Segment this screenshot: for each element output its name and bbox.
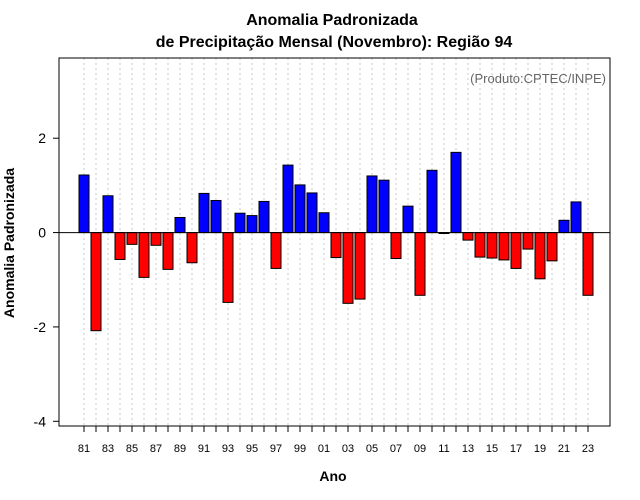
x-tick-label: 05 [366, 443, 378, 455]
credit-text: (Produto:CPTEC/INPE) [470, 71, 606, 86]
bar-18 [522, 232, 534, 250]
x-tick-label: 01 [318, 443, 330, 455]
bar-21 [558, 219, 570, 234]
x-tick-label: 15 [486, 443, 498, 455]
bar-14 [474, 232, 486, 258]
y-axis: -4 -2 0 2 [34, 130, 59, 429]
bar-15 [486, 232, 498, 259]
bar-19 [534, 232, 546, 280]
bar-05 [366, 175, 378, 234]
x-tick-label: 93 [222, 443, 234, 455]
bar-16 [498, 232, 510, 261]
bar-95 [246, 215, 258, 234]
bar-97 [270, 232, 282, 269]
grid-layer [83, 58, 589, 426]
y-axis-label: Anomalia Padronizada [1, 168, 17, 318]
x-tick-label: 89 [174, 443, 186, 455]
x-tick-label: 07 [390, 443, 402, 455]
x-tick-label: 83 [102, 443, 114, 455]
x-tick-label: 91 [198, 443, 210, 455]
bar-81 [78, 174, 90, 234]
x-tick-label: 87 [150, 443, 162, 455]
bar-03 [342, 232, 354, 304]
plot-frame [58, 57, 611, 427]
bar-00 [306, 192, 318, 234]
bar-89 [174, 216, 186, 234]
bar-10 [426, 169, 438, 234]
x-tick-label: 09 [414, 443, 426, 455]
x-tick-label: 21 [558, 443, 570, 455]
x-tick-label: 85 [126, 443, 138, 455]
bar-87 [150, 232, 162, 246]
x-tick-label: 03 [342, 443, 354, 455]
bar-83 [102, 195, 114, 234]
x-tick-label: 11 [438, 443, 449, 455]
y-tick-label: -4 [34, 413, 47, 429]
y-tick-label: -2 [34, 319, 47, 335]
x-tick-label: 95 [246, 443, 258, 455]
bar-90 [186, 232, 198, 264]
x-tick-label: 19 [534, 443, 546, 455]
x-tick-label: 97 [270, 443, 282, 455]
chart-title: Anomalia Padronizada [246, 12, 418, 29]
x-axis-label: Ano [319, 468, 346, 484]
bar-96 [258, 200, 270, 234]
bar-04 [354, 232, 366, 300]
bar-23 [582, 232, 594, 296]
bar-85 [126, 232, 138, 245]
bar-94 [234, 212, 246, 234]
bar-93 [222, 232, 234, 303]
bar-91 [198, 192, 210, 234]
bar-84 [114, 232, 126, 260]
chart-subtitle: de Precipitação Mensal (Novembro): Regiã… [156, 34, 513, 51]
bar-09 [414, 232, 426, 296]
bar-88 [162, 232, 174, 270]
bar-layer [78, 151, 594, 332]
bar-13 [462, 232, 474, 241]
y-tick-label: 0 [38, 225, 46, 241]
bar-01 [318, 212, 330, 234]
bar-12 [450, 151, 462, 234]
bar-86 [138, 232, 150, 278]
bar-06 [378, 179, 390, 234]
x-tick-label: 99 [294, 443, 306, 455]
bar-98 [282, 164, 294, 234]
y-tick-label: 2 [38, 130, 46, 146]
x-axis: 81 83 85 87 89 91 93 95 97 99 01 03 05 07 09 11 13 15 17 19… [78, 426, 594, 455]
x-tick-label: 17 [510, 443, 522, 455]
bar-82 [90, 232, 102, 332]
bar-20 [546, 232, 558, 262]
bar-07 [390, 232, 402, 260]
bar-17 [510, 232, 522, 269]
bar-02 [330, 232, 342, 259]
bar-08 [402, 205, 414, 234]
x-tick-label: 81 [78, 443, 90, 455]
bar-92 [210, 199, 222, 234]
x-tick-label: 13 [462, 443, 474, 455]
x-tick-label: 23 [582, 443, 594, 455]
bar-22 [570, 201, 582, 234]
bar-99 [294, 184, 306, 234]
